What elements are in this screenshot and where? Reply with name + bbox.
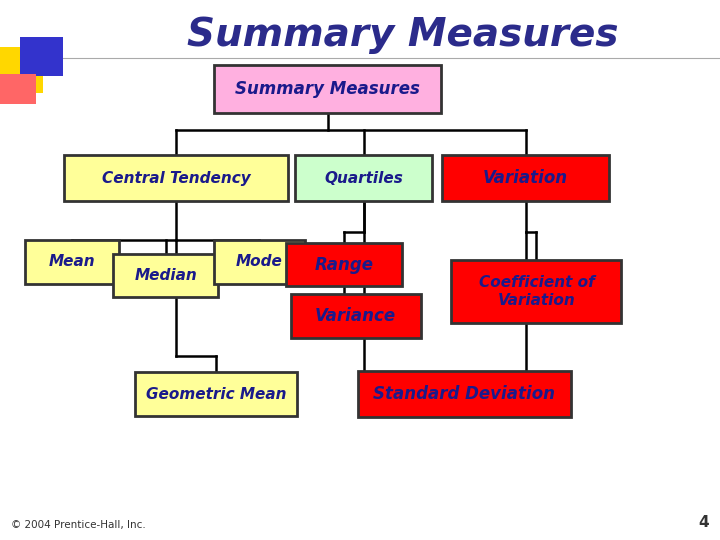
- Text: Summary Measures: Summary Measures: [235, 80, 420, 98]
- FancyBboxPatch shape: [290, 294, 420, 338]
- Text: Coefficient of
Variation: Coefficient of Variation: [479, 275, 594, 308]
- FancyBboxPatch shape: [451, 260, 621, 323]
- FancyBboxPatch shape: [65, 155, 288, 201]
- Text: 4: 4: [698, 515, 709, 530]
- FancyBboxPatch shape: [214, 65, 441, 113]
- Text: © 2004 Prentice-Hall, Inc.: © 2004 Prentice-Hall, Inc.: [11, 520, 145, 530]
- FancyBboxPatch shape: [135, 373, 297, 416]
- FancyBboxPatch shape: [113, 254, 218, 297]
- FancyBboxPatch shape: [24, 240, 120, 284]
- FancyBboxPatch shape: [20, 37, 63, 76]
- FancyBboxPatch shape: [0, 74, 36, 104]
- Text: Central Tendency: Central Tendency: [102, 171, 251, 186]
- Text: Summary Measures: Summary Measures: [187, 16, 619, 54]
- Text: Median: Median: [134, 268, 197, 283]
- Text: Variance: Variance: [315, 307, 396, 325]
- Text: Mode: Mode: [235, 254, 283, 269]
- FancyBboxPatch shape: [287, 243, 402, 286]
- FancyBboxPatch shape: [442, 155, 609, 201]
- Text: Quartiles: Quartiles: [324, 171, 403, 186]
- FancyBboxPatch shape: [214, 240, 305, 284]
- Text: Variation: Variation: [483, 169, 568, 187]
- FancyBboxPatch shape: [358, 371, 571, 417]
- Text: Standard Deviation: Standard Deviation: [374, 385, 555, 403]
- FancyBboxPatch shape: [0, 47, 43, 93]
- FancyBboxPatch shape: [295, 155, 432, 201]
- Text: Geometric Mean: Geometric Mean: [145, 387, 287, 402]
- Text: Mean: Mean: [49, 254, 95, 269]
- Text: Range: Range: [315, 255, 374, 274]
